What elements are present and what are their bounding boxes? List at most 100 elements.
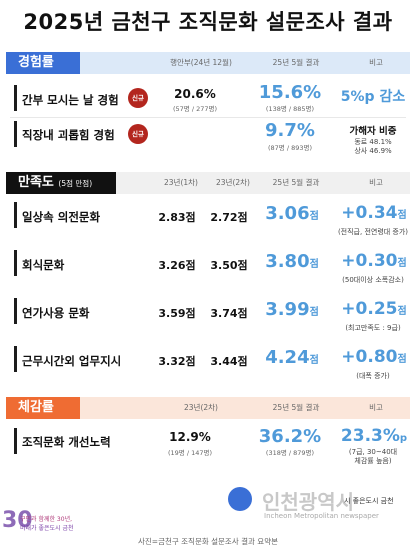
divider bbox=[10, 117, 406, 118]
satisfaction-col-y1: 23년(1차) bbox=[164, 178, 198, 187]
per-delta-value-1: 23.3% bbox=[340, 426, 400, 446]
sat-label-2: 회식문화 bbox=[22, 258, 65, 272]
row-label-2: 직장내 괴롭힘 경험 bbox=[22, 128, 115, 142]
cur-sub-2: (87명 / 893명) bbox=[267, 144, 313, 152]
sat-cur-value-1: 3.06 bbox=[265, 203, 310, 224]
sat-cur-unit-4: 점 bbox=[309, 355, 319, 366]
perception-header: 체감률 23년(2차) 25년 5월 결과 비고 bbox=[6, 397, 410, 419]
sat-y2-3: 3.74점 bbox=[210, 307, 248, 320]
cur-value-1: 15.6% bbox=[258, 82, 322, 103]
sat-delta-value-2: +0.30 bbox=[341, 251, 398, 271]
photo-caption: 사진=금천구 조직문화 설문조사 결과 요약본 bbox=[137, 537, 279, 546]
per-label-1: 조직문화 개선노력 bbox=[22, 435, 111, 449]
per-prev-sub-1: (19명 / 147명) bbox=[167, 449, 213, 457]
row-label-1: 간부 모시는 날 경험 bbox=[22, 93, 119, 107]
per-delta-unit-1: p bbox=[399, 433, 408, 444]
perception-col-note: 비고 bbox=[369, 403, 383, 412]
experience-header: 경험률 행안부(24년 12월) 25년 5월 결과 비고 bbox=[6, 52, 410, 74]
row-marker bbox=[14, 428, 17, 454]
sat-y1-2: 3.26점 bbox=[158, 259, 196, 272]
sat-cur-unit-3: 점 bbox=[309, 307, 319, 318]
per-cur-1: 36.2% bbox=[258, 426, 322, 447]
cur-sub-1: (138명 / 885명) bbox=[265, 105, 315, 113]
sat-delta-unit-2: 점 bbox=[397, 258, 407, 269]
perception-col-prev: 23년(2차) bbox=[184, 403, 218, 412]
note-main-1: 5%p 감소 bbox=[340, 89, 406, 105]
row-marker bbox=[14, 85, 17, 111]
new-badge-1: 신규 bbox=[128, 88, 148, 108]
logo-line1: 구민과 함께한 30년, bbox=[20, 516, 72, 523]
sat-delta-4: +0.80점 bbox=[336, 347, 412, 367]
sat-note-1: (전직급, 전연령대 증가) bbox=[337, 228, 409, 236]
logo-number: 30 bbox=[2, 508, 33, 533]
sat-cur-value-3: 3.99 bbox=[265, 299, 310, 320]
sat-cur-unit-2: 점 bbox=[309, 259, 319, 270]
perception-col-cur: 25년 5월 결과 bbox=[272, 403, 320, 412]
sat-y2-2: 3.50점 bbox=[210, 259, 248, 272]
sat-delta-value-1: +0.34 bbox=[341, 203, 398, 223]
experience-label: 경험률 bbox=[6, 52, 80, 74]
prev-value-1: 20.6% bbox=[174, 87, 216, 101]
right-logo: 시 좋은도시 금천 bbox=[344, 497, 394, 505]
row-marker bbox=[14, 298, 17, 324]
sat-delta-3: +0.25점 bbox=[336, 299, 412, 319]
sat-cur-4: 4.24점 bbox=[252, 347, 332, 368]
satisfaction-col-cur: 25년 5월 결과 bbox=[272, 178, 320, 187]
sat-y1-3: 3.59점 bbox=[158, 307, 196, 320]
per-note-1a: (7급, 30~40대 bbox=[348, 448, 398, 456]
sat-delta-1: +0.34점 bbox=[336, 203, 412, 223]
satisfaction-col-note: 비고 bbox=[369, 178, 383, 187]
sat-delta-value-3: +0.25 bbox=[341, 299, 398, 319]
satisfaction-label: 만족도 bbox=[18, 175, 54, 190]
per-delta-1: 23.3%p bbox=[336, 426, 412, 446]
row-marker bbox=[14, 346, 17, 372]
sat-y2-4: 3.44점 bbox=[210, 355, 248, 368]
sat-delta-unit-3: 점 bbox=[397, 306, 407, 317]
prev-sub-1: (57명 / 277명) bbox=[172, 105, 218, 113]
satisfaction-label-box: 만족도 (5점 만점) bbox=[6, 172, 116, 194]
note-sub2-2: 상사 46.9% bbox=[354, 147, 392, 155]
experience-col-cur: 25년 5월 결과 bbox=[272, 58, 320, 67]
row-marker bbox=[14, 121, 17, 147]
logo-line2: 미래가 좋은도시 금천 bbox=[20, 525, 74, 532]
note-sub-2: 동료 48.1% bbox=[354, 138, 392, 146]
sat-cur-value-4: 4.24 bbox=[265, 347, 310, 368]
row-marker bbox=[14, 250, 17, 276]
sat-note-3: (최고만족도 : 9급) bbox=[345, 324, 401, 332]
row-marker bbox=[14, 202, 17, 228]
sat-cur-2: 3.80점 bbox=[252, 251, 332, 272]
sat-cur-value-2: 3.80 bbox=[265, 251, 310, 272]
sat-delta-value-4: +0.80 bbox=[341, 347, 398, 367]
sat-note-2: (50대이상 소폭감소) bbox=[342, 276, 404, 284]
district-logo: 30 구민과 함께한 30년, 미래가 좋은도시 금천 bbox=[0, 508, 110, 534]
watermark-main: 인천광역시 bbox=[262, 490, 354, 514]
sat-delta-unit-4: 점 bbox=[397, 354, 407, 365]
per-cur-sub-1: (318명 / 879명) bbox=[265, 449, 315, 457]
satisfaction-label-small: (5점 만점) bbox=[58, 179, 93, 188]
sat-cur-1: 3.06점 bbox=[252, 203, 332, 224]
experience-col-note: 비고 bbox=[369, 58, 383, 67]
new-badge-2: 신규 bbox=[128, 124, 148, 144]
sat-label-4: 근무시간외 업무지시 bbox=[22, 354, 122, 368]
satisfaction-col-y2: 23년(2차) bbox=[216, 178, 250, 187]
sat-note-4: (대폭 증가) bbox=[356, 372, 390, 380]
sat-cur-3: 3.99점 bbox=[252, 299, 332, 320]
sat-delta-2: +0.30점 bbox=[336, 251, 412, 271]
sat-delta-unit-1: 점 bbox=[397, 210, 407, 221]
sat-cur-unit-1: 점 bbox=[309, 211, 319, 222]
sat-y2-1: 2.72점 bbox=[210, 211, 248, 224]
per-note-1b: 체감률 높음) bbox=[354, 457, 392, 465]
cur-value-2: 9.7% bbox=[265, 120, 315, 141]
perception-label: 체감률 bbox=[6, 397, 80, 419]
watermark-sub: Incheon Metropolitan newspaper bbox=[264, 512, 379, 520]
sat-label-1: 일상속 의전문화 bbox=[22, 210, 101, 224]
note-main-2: 가해자 비중 bbox=[349, 126, 397, 137]
page-title: 2025년 금천구 조직문화 설문조사 결과 bbox=[23, 10, 393, 34]
sat-y1-4: 3.32점 bbox=[158, 355, 196, 368]
experience-col-prev: 행안부(24년 12월) bbox=[170, 58, 232, 67]
sat-y1-1: 2.83점 bbox=[158, 211, 196, 224]
newspaper-logo-icon bbox=[228, 487, 252, 511]
per-prev-1: 12.9% bbox=[169, 430, 211, 444]
sat-label-3: 연가사용 문화 bbox=[22, 306, 90, 320]
satisfaction-header: 만족도 (5점 만점) 23년(1차) 23년(2차) 25년 5월 결과 비고 bbox=[6, 172, 410, 194]
